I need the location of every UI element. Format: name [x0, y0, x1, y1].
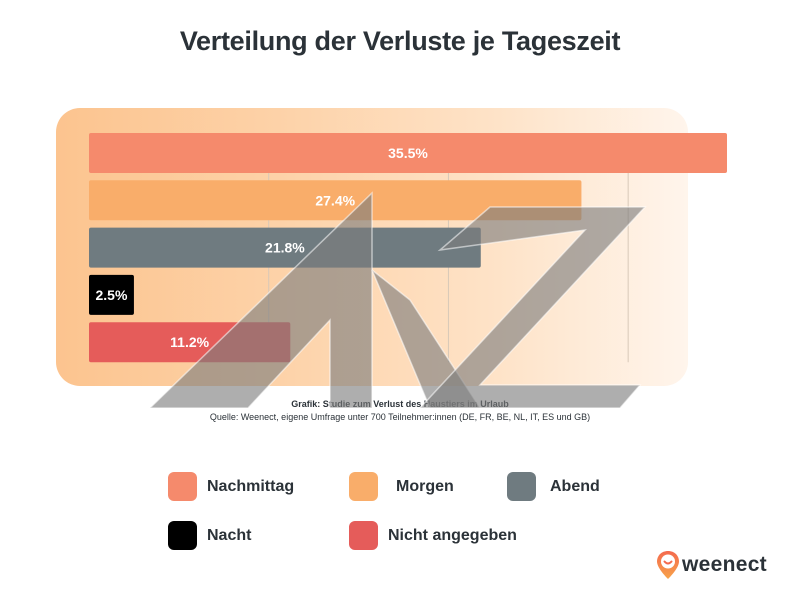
- legend-label: Abend: [550, 477, 600, 495]
- bar-data-label: 2.5%: [96, 287, 128, 303]
- legend-label: Morgen: [396, 477, 454, 495]
- legend-item-nachmittag: Nachmittag: [168, 472, 294, 501]
- legend-label: Nachmittag: [207, 477, 295, 495]
- legend-item-nacht: Nacht: [168, 521, 251, 550]
- logo-text: weenect: [682, 553, 767, 576]
- legend-swatch: [168, 521, 197, 550]
- legend-swatch: [168, 472, 197, 501]
- chart-title: Verteilung der Verluste je Tageszeit: [179, 26, 621, 56]
- legend-item-nicht-angegeben: Nicht angegeben: [349, 521, 517, 550]
- bar-data-label: 35.5%: [388, 145, 428, 161]
- source-line-origin: Quelle: Weenect, eigene Umfrage unter 70…: [209, 412, 591, 422]
- legend-swatch: [349, 521, 378, 550]
- legend-item-abend: Abend: [507, 472, 600, 501]
- weenect-logo: weenect: [656, 550, 767, 580]
- legend-swatch: [507, 472, 536, 501]
- location-pin-smile-icon: [657, 551, 679, 579]
- legend-label: Nacht: [207, 526, 252, 544]
- bar-nachmittag: [89, 133, 727, 173]
- bar-nacht: [89, 274, 134, 315]
- legend-swatch: [349, 472, 378, 501]
- legend-item-morgen: Morgen: [349, 472, 454, 501]
- legend-label: Nicht angegeben: [388, 526, 517, 544]
